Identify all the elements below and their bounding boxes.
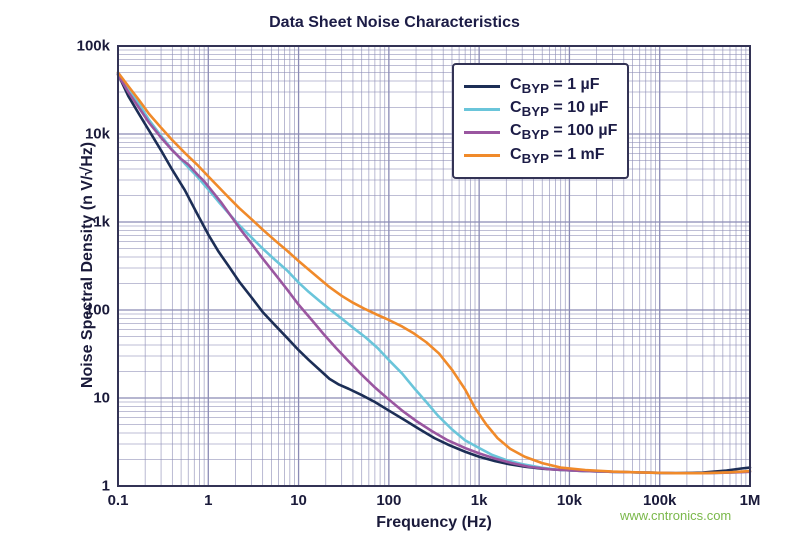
- chart-title: Data Sheet Noise Characteristics: [0, 14, 789, 32]
- x-tick-label: 1: [204, 492, 212, 509]
- y-tick-label: 100: [85, 302, 110, 319]
- legend-item: CBYP = 1 mF: [464, 146, 617, 166]
- y-tick-label: 1: [102, 478, 110, 495]
- x-tick-label: 100k: [643, 492, 676, 509]
- legend-label: CBYP = 1 µF: [510, 76, 600, 96]
- watermark: www.cntronics.com: [620, 508, 731, 523]
- legend-swatch: [464, 154, 500, 157]
- y-tick-label: 1k: [93, 214, 110, 231]
- x-tick-label: 100: [376, 492, 401, 509]
- legend-label: CBYP = 10 µF: [510, 99, 608, 119]
- x-tick-label: 10: [290, 492, 307, 509]
- y-axis-label: Noise Spectral Density (n V/√Hz): [79, 115, 97, 415]
- y-tick-label: 10k: [85, 126, 110, 143]
- x-tick-label: 1M: [740, 492, 761, 509]
- legend-swatch: [464, 108, 500, 111]
- x-tick-label: 10k: [557, 492, 582, 509]
- legend-label: CBYP = 100 µF: [510, 122, 617, 142]
- legend-item: CBYP = 100 µF: [464, 122, 617, 142]
- y-tick-label: 10: [93, 390, 110, 407]
- y-tick-label: 100k: [77, 38, 110, 55]
- x-tick-label: 1k: [471, 492, 488, 509]
- x-tick-label: 0.1: [108, 492, 129, 509]
- chart-plot: [118, 46, 750, 486]
- legend-item: CBYP = 1 µF: [464, 76, 617, 96]
- legend-item: CBYP = 10 µF: [464, 99, 617, 119]
- legend-label: CBYP = 1 mF: [510, 146, 605, 166]
- legend-swatch: [464, 85, 500, 88]
- legend-swatch: [464, 131, 500, 134]
- legend: CBYP = 1 µF CBYP = 10 µF CBYP = 100 µF CBYP…: [452, 63, 629, 179]
